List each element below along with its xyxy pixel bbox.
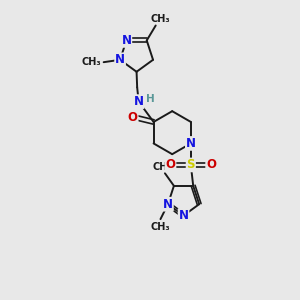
Text: N: N (163, 198, 173, 211)
Text: CH₃: CH₃ (150, 14, 170, 24)
Text: S: S (187, 158, 195, 171)
Text: O: O (166, 158, 176, 171)
Text: CH₃: CH₃ (81, 57, 101, 67)
Text: CH₃: CH₃ (151, 222, 170, 232)
Text: N: N (186, 137, 196, 150)
Text: O: O (206, 158, 216, 171)
Text: O: O (128, 111, 138, 124)
Text: N: N (178, 209, 189, 222)
Text: CH₃: CH₃ (152, 162, 172, 172)
Text: N: N (134, 95, 144, 108)
Text: H: H (146, 94, 154, 103)
Text: N: N (115, 53, 125, 66)
Text: N: N (122, 34, 131, 47)
